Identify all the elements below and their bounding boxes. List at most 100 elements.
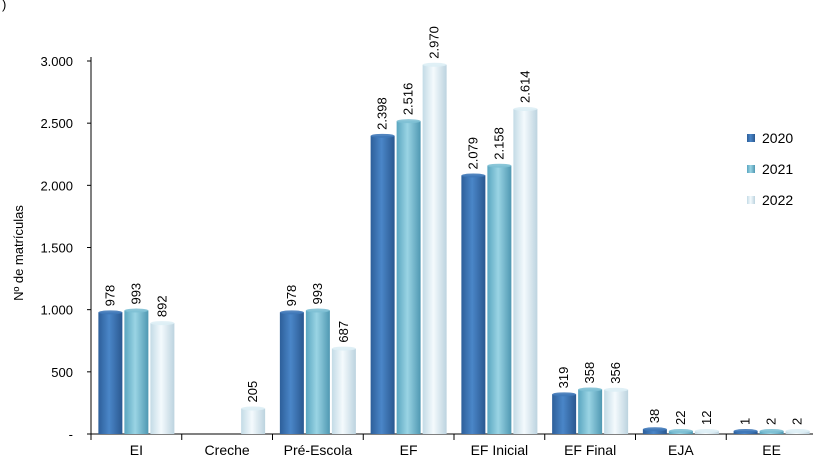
bar-cap bbox=[487, 163, 512, 168]
x-tick-label: EE bbox=[762, 442, 781, 458]
x-tick-label: EF Inicial bbox=[471, 442, 529, 458]
bar-2022 bbox=[513, 106, 538, 434]
data-label: 2 bbox=[790, 418, 805, 425]
bar-body bbox=[98, 312, 123, 434]
bar-2020 bbox=[279, 310, 304, 434]
data-label: 319 bbox=[556, 367, 571, 389]
legend-item-2021: 2021 bbox=[747, 161, 793, 177]
bar-cap bbox=[241, 406, 266, 411]
bar-2022 bbox=[604, 387, 629, 434]
data-label: 356 bbox=[608, 362, 623, 384]
x-tick-label: EF Final bbox=[564, 442, 616, 458]
y-axis-title: Nº de matrículas bbox=[11, 205, 26, 301]
legend-item-2020: 2020 bbox=[747, 130, 793, 146]
bar-body bbox=[305, 310, 330, 434]
bar-2021 bbox=[305, 308, 330, 434]
legend-label: 2021 bbox=[762, 161, 793, 177]
bar-2020 bbox=[98, 310, 123, 434]
bar-body bbox=[461, 175, 486, 435]
bar-body bbox=[241, 408, 266, 434]
bar-2021 bbox=[668, 429, 693, 434]
data-label: 2.516 bbox=[401, 83, 416, 116]
data-label: 993 bbox=[128, 283, 143, 305]
bar-cap bbox=[150, 321, 175, 326]
bar-2021 bbox=[396, 119, 421, 434]
bar-cap bbox=[331, 346, 356, 351]
bar-body bbox=[642, 429, 667, 434]
bar-cap bbox=[461, 173, 486, 178]
bar-2020 bbox=[733, 429, 758, 434]
x-tick-label: Pré-Escola bbox=[284, 442, 353, 458]
legend-item-2022: 2022 bbox=[747, 192, 793, 208]
bar-body bbox=[513, 108, 538, 434]
bar-cap bbox=[305, 308, 330, 313]
data-label: 978 bbox=[102, 285, 117, 307]
data-label: 978 bbox=[284, 285, 299, 307]
bar-cap bbox=[668, 429, 693, 433]
bar-2021 bbox=[759, 429, 784, 434]
y-tick-label: 500 bbox=[51, 365, 73, 380]
y-tick-label: 1.000 bbox=[40, 303, 73, 318]
bar-2022 bbox=[150, 321, 175, 434]
legend-swatch bbox=[747, 165, 755, 173]
corner-text: ) bbox=[2, 0, 6, 12]
y-tick-label: - bbox=[69, 427, 73, 442]
bar-cap bbox=[513, 106, 538, 111]
bar-2022 bbox=[785, 429, 810, 434]
data-label: 2 bbox=[764, 418, 779, 425]
bar-2021 bbox=[124, 308, 149, 434]
data-label: 22 bbox=[673, 411, 688, 425]
bar-2020 bbox=[461, 173, 486, 435]
data-label: 1 bbox=[738, 418, 753, 425]
y-tick-label: 2.500 bbox=[40, 116, 73, 131]
data-label: 12 bbox=[699, 411, 714, 425]
bar-body bbox=[331, 348, 356, 434]
bar-2022 bbox=[422, 62, 447, 434]
data-label: 2.970 bbox=[427, 26, 442, 59]
data-label: 993 bbox=[310, 283, 325, 305]
bar-cap bbox=[785, 429, 810, 433]
data-label: 2.398 bbox=[375, 97, 390, 130]
bar-body bbox=[604, 389, 629, 434]
bar-cap bbox=[98, 310, 123, 315]
bar-body bbox=[552, 394, 577, 434]
bar-body bbox=[150, 323, 175, 434]
bar-cap bbox=[759, 429, 784, 433]
bar-2022 bbox=[331, 346, 356, 434]
bar-cap bbox=[422, 62, 447, 67]
bar-body bbox=[396, 121, 421, 434]
legend-label: 2022 bbox=[762, 192, 793, 208]
bar-cap bbox=[279, 310, 304, 315]
y-tick-label: 3.000 bbox=[40, 54, 73, 69]
legend-swatch bbox=[747, 134, 755, 142]
data-label: 892 bbox=[154, 295, 169, 317]
bar-body bbox=[487, 165, 512, 434]
y-tick-label: 2.000 bbox=[40, 178, 73, 193]
legend-swatch bbox=[747, 196, 755, 204]
bar-body bbox=[124, 310, 149, 434]
x-tick-label: Creche bbox=[205, 442, 250, 458]
legend-label: 2020 bbox=[762, 130, 793, 146]
bar-cap bbox=[370, 133, 395, 138]
bar-2020 bbox=[552, 392, 577, 434]
bar-2020 bbox=[370, 133, 395, 434]
data-label: 205 bbox=[245, 381, 260, 403]
data-label: 687 bbox=[336, 321, 351, 343]
y-tick-label: 1.500 bbox=[40, 241, 73, 256]
bar-2021 bbox=[487, 163, 512, 434]
bar-body bbox=[279, 312, 304, 434]
x-tick-label: EJA bbox=[668, 442, 694, 458]
bar-cap bbox=[604, 387, 629, 392]
data-label: 2.079 bbox=[465, 137, 480, 170]
bar-2022 bbox=[694, 429, 719, 434]
x-tick-label: EI bbox=[130, 442, 143, 458]
data-label: 38 bbox=[647, 409, 662, 423]
data-label: 2.614 bbox=[517, 70, 532, 103]
bar-cap bbox=[733, 429, 758, 433]
bar-cap bbox=[578, 387, 603, 392]
data-label: 358 bbox=[582, 362, 597, 384]
bar-cap bbox=[694, 429, 719, 433]
bar-cap bbox=[642, 427, 667, 432]
